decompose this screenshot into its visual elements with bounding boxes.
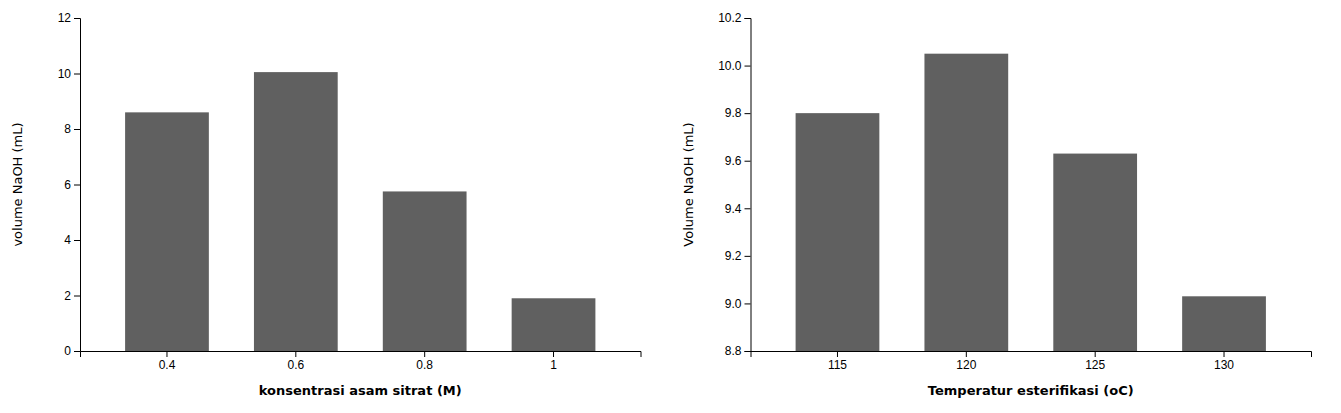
tick-mark <box>74 351 80 352</box>
tick: 12 <box>58 11 80 25</box>
tick-mark <box>745 66 751 67</box>
tick: 0.4 <box>159 351 176 372</box>
tick-mark <box>424 351 425 357</box>
tick-mark <box>745 208 751 209</box>
tick-label: 0.6 <box>287 358 304 372</box>
tick-mark <box>74 240 80 241</box>
tick: 10 <box>58 67 80 81</box>
tick: 115 <box>828 351 847 372</box>
tick-mark <box>74 296 80 297</box>
tick: 8.8 <box>725 344 751 358</box>
bar <box>1053 154 1137 351</box>
bar <box>512 298 596 351</box>
bar <box>924 54 1008 351</box>
panel: 8.8 9.0 9.2 9.4 9.6 9.8 10.0 10.2 115 120 125 130 Te… <box>681 11 1312 413</box>
tick-label: 0.4 <box>159 358 176 372</box>
axis-line <box>81 352 642 358</box>
bar <box>254 72 338 351</box>
figure: 0 2 4 6 8 10 12 0.4 0.6 0.8 1 konsentrasi asam sitr… <box>0 0 1341 413</box>
tick-label: 9.6 <box>725 154 742 168</box>
tick-mark <box>745 161 751 162</box>
y-axis: 0 2 4 6 8 10 12 <box>58 11 81 358</box>
tick-mark <box>166 351 167 357</box>
tick: 2 <box>64 289 80 303</box>
tick: 9.2 <box>725 249 751 263</box>
tick: 9.0 <box>725 297 751 311</box>
tick: 8 <box>64 122 80 136</box>
tick-mark <box>74 185 80 186</box>
tick: 0.6 <box>287 351 304 372</box>
tick-label: 9.4 <box>725 202 742 216</box>
tick-mark <box>295 351 296 357</box>
axis-line <box>745 19 752 352</box>
tick-mark <box>74 74 80 75</box>
axis-line <box>74 19 81 352</box>
x-axis: 0.4 0.6 0.8 1 <box>81 351 642 372</box>
tick: 10.2 <box>718 11 750 25</box>
tick-label: 125 <box>1085 358 1105 372</box>
tick: 0 <box>64 344 80 358</box>
tick-mark <box>966 351 967 357</box>
tick: 0.8 <box>416 351 433 372</box>
tick: 125 <box>1085 351 1105 372</box>
tick-label: 9.2 <box>725 249 742 263</box>
tick: 120 <box>956 351 976 372</box>
x-axis-title: Temperatur esterifikasi (oC) <box>928 383 1134 398</box>
tick-mark <box>1095 351 1096 357</box>
tick-mark <box>745 256 751 257</box>
tick-label: 115 <box>828 358 847 372</box>
tick-mark <box>74 129 80 130</box>
bar <box>796 113 880 351</box>
tick-mark <box>745 113 751 114</box>
tick-mark <box>1224 351 1225 357</box>
tick-mark <box>553 351 554 357</box>
tick-label: 2 <box>64 289 71 303</box>
tick-label: 130 <box>1214 358 1234 372</box>
tick-label: 0.8 <box>416 358 433 372</box>
tick-label: 9.8 <box>725 106 742 120</box>
tick-mark <box>745 303 751 304</box>
tick-label: 1 <box>550 358 557 372</box>
bars <box>796 54 1266 351</box>
bar <box>1182 296 1266 351</box>
bar <box>383 191 467 351</box>
bar <box>125 112 209 351</box>
tick: 6 <box>64 178 80 192</box>
tick: 9.6 <box>725 154 751 168</box>
y-axis-title: Volume NaOH (mL) <box>681 122 696 246</box>
axis-line <box>751 352 1312 358</box>
bars <box>125 72 595 351</box>
tick: 4 <box>64 233 80 247</box>
tick-mark <box>745 351 751 352</box>
panel: 0 2 4 6 8 10 12 0.4 0.6 0.8 1 konsentrasi asam sitr… <box>10 11 641 398</box>
x-axis: 115 120 125 130 <box>751 351 1312 372</box>
tick-label: 12 <box>58 11 72 25</box>
x-axis-title: konsentrasi asam sitrat (M) <box>259 383 462 398</box>
tick: 1 <box>550 351 557 372</box>
tick-label: 10 <box>58 67 72 81</box>
tick-label: 10.2 <box>718 11 742 25</box>
tick-label: 120 <box>956 358 976 372</box>
tick-mark <box>745 18 751 19</box>
tick-label: 0 <box>64 344 71 358</box>
tick-label: 9.0 <box>725 297 742 311</box>
tick-label: 8 <box>64 122 71 136</box>
tick: 9.4 <box>725 202 751 216</box>
y-axis: 8.8 9.0 9.2 9.4 9.6 9.8 10.0 10.2 <box>718 11 751 358</box>
tick: 10.0 <box>718 59 750 73</box>
tick: 130 <box>1214 351 1234 372</box>
tick-label: 6 <box>64 178 71 192</box>
tick-mark <box>837 351 838 357</box>
tick-label: 4 <box>64 233 71 247</box>
tick: 9.8 <box>725 106 751 120</box>
tick-label: 8.8 <box>725 344 742 358</box>
tick-mark <box>74 18 80 19</box>
y-axis-title: volume NaOH (mL) <box>10 122 25 246</box>
tick-label: 10.0 <box>718 59 742 73</box>
